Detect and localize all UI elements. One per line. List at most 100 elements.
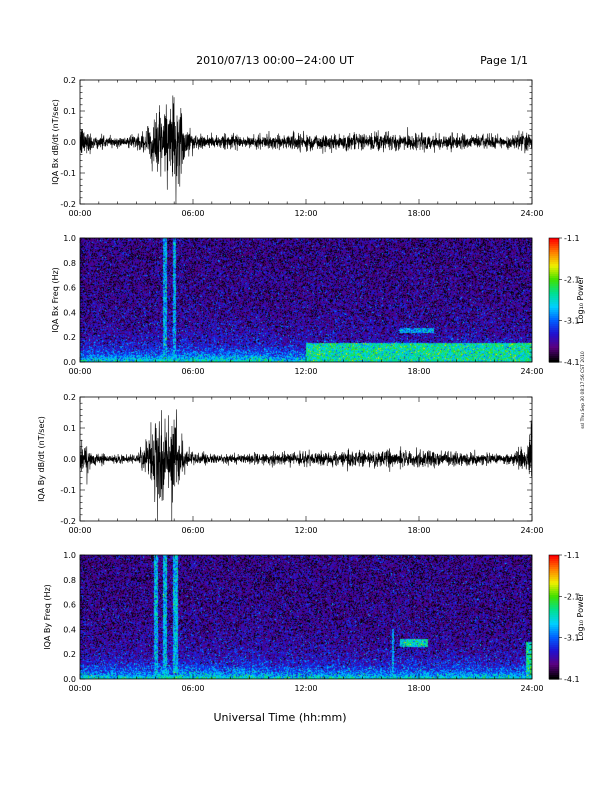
colorbar-swatch [549, 573, 559, 576]
bx-spectrogram-image [80, 238, 532, 362]
y-tick-label: 0.6 [63, 601, 76, 610]
colorbar-swatch [549, 589, 559, 592]
colorbar-swatch [549, 356, 559, 359]
colorbar-swatch [549, 288, 559, 291]
colorbar-swatch [549, 599, 559, 602]
colorbar-swatch [549, 639, 559, 642]
colorbar-swatch [549, 242, 559, 245]
x-tick-label: 06:00 [181, 684, 204, 693]
colorbar-swatch [549, 555, 559, 558]
y-tick-label: 0.2 [63, 333, 76, 342]
colorbar-swatch [549, 274, 559, 277]
colorbar-swatch [549, 314, 559, 317]
colorbar-swatch [549, 350, 559, 353]
colorbar-swatch [549, 270, 559, 273]
waveform-line [79, 409, 533, 522]
colorbar-swatch [549, 238, 559, 241]
colorbar-swatch [549, 643, 559, 646]
colorbar-swatch [549, 667, 559, 670]
colorbar-swatch [549, 326, 559, 329]
bx-spectrogram-panel: 1.0 0.8 0.6 0.4 0.2 0.0 00:00 06:00 12:00 18:00 2… [51, 234, 585, 376]
y-tick-label: 0.2 [63, 76, 76, 85]
bx-waveform-trace [79, 95, 533, 205]
colorbar-swatch [549, 677, 559, 680]
colorbar-swatch [549, 354, 559, 357]
colorbar-swatch [549, 659, 559, 662]
x-tick-label: 24:00 [520, 209, 543, 218]
y-tick-label: 0.6 [63, 284, 76, 293]
waveform-line [79, 95, 533, 205]
colorbar-swatch [549, 320, 559, 323]
colorbar-swatch [549, 585, 559, 588]
colorbar-swatch [549, 575, 559, 578]
colorbar-swatch [549, 266, 559, 269]
plot-title: 2010/07/13 00:00−24:00 UT [196, 54, 354, 67]
colorbar-swatch [549, 286, 559, 289]
x-tick-label: 06:00 [181, 367, 204, 376]
x-tick-label: 12:00 [294, 526, 317, 535]
colorbar-swatch [549, 308, 559, 311]
colorbar-swatch [549, 334, 559, 337]
colorbar-swatch [549, 607, 559, 610]
x-tick-label: 00:00 [68, 684, 91, 693]
y-tick-label: 0.2 [63, 650, 76, 659]
y-tick-label: 0.8 [63, 576, 76, 585]
colorbar-swatch [549, 635, 559, 638]
x-tick-label: 24:00 [520, 526, 543, 535]
y-tick-label: 0.1 [63, 424, 76, 433]
y-tick-label: 0.0 [63, 675, 76, 684]
bx-spectrogram-x-ticks: 00:00 06:00 12:00 18:00 24:00 [68, 238, 544, 376]
by-waveform-panel: 0.2 0.1 0.0 -0.1 -0.2 00:00 06:00 12:00 18:00 24… [37, 393, 544, 535]
x-tick-label: 00:00 [68, 367, 91, 376]
colorbar-tick-label: -4.1 [564, 358, 580, 367]
x-tick-label: 00:00 [68, 209, 91, 218]
y-tick-label: -0.1 [60, 486, 76, 495]
colorbar-swatch [549, 593, 559, 596]
colorbar-swatch [549, 336, 559, 339]
colorbar-swatch [549, 276, 559, 279]
x-axis-label: Universal Time (hh:mm) [214, 711, 347, 724]
colorbar-swatch [549, 298, 559, 301]
colorbar-swatch [549, 665, 559, 668]
colorbar-swatch [549, 603, 559, 606]
y-tick-label: 0.0 [63, 138, 76, 147]
colorbar-swatch [549, 627, 559, 630]
colorbar-swatch [549, 617, 559, 620]
colorbar-swatch [549, 328, 559, 331]
colorbar-swatch [549, 661, 559, 664]
bx-waveform-ylabel: IQA Bx dB/dt (nT/sec) [51, 99, 60, 185]
colorbar-swatch [549, 358, 559, 361]
by-colorbar: -1.1 -2.1 -3.1 -4.1 Log₁₀ Power [548, 551, 585, 684]
colorbar-swatch [549, 284, 559, 287]
colorbar-swatch [549, 296, 559, 299]
colorbar-swatch [549, 561, 559, 564]
colorbar-swatch [549, 579, 559, 582]
page-indicator: Page 1/1 [480, 54, 528, 67]
colorbar-swatch [549, 637, 559, 640]
y-tick-label: 0.1 [63, 107, 76, 116]
colorbar-swatch [549, 310, 559, 313]
colorbar-swatch [549, 663, 559, 666]
colorbar-swatch [549, 264, 559, 267]
colorbar-swatch [549, 565, 559, 568]
colorbar-swatch [549, 629, 559, 632]
x-tick-label: 18:00 [407, 684, 430, 693]
colorbar-swatch [549, 244, 559, 247]
colorbar-swatch [549, 601, 559, 604]
bx-waveform-y-ticks: 0.2 0.1 0.0 -0.1 -0.2 [60, 76, 532, 209]
colorbar-tick-label: -1.1 [564, 234, 580, 243]
y-tick-label: 0.8 [63, 259, 76, 268]
colorbar-swatch [549, 611, 559, 614]
bx-waveform-panel: 0.2 0.1 0.0 -0.1 -0.2 00:00 06:00 12:00 18:00 24… [51, 76, 544, 218]
colorbar-swatch [549, 605, 559, 608]
x-tick-label: 18:00 [407, 209, 430, 218]
x-tick-label: 24:00 [520, 367, 543, 376]
by-spectrogram-y-ticks: 1.0 0.8 0.6 0.4 0.2 0.0 [63, 551, 532, 684]
bx-spectrogram-y-ticks: 1.0 0.8 0.6 0.4 0.2 0.0 [63, 234, 532, 367]
by-waveform-y-ticks: 0.2 0.1 0.0 -0.1 -0.2 [60, 393, 532, 526]
x-tick-label: 24:00 [520, 684, 543, 693]
y-tick-label: 1.0 [63, 234, 76, 243]
y-tick-label: -0.2 [60, 517, 76, 526]
colorbar-swatch [549, 653, 559, 656]
colorbar-swatch [549, 240, 559, 243]
